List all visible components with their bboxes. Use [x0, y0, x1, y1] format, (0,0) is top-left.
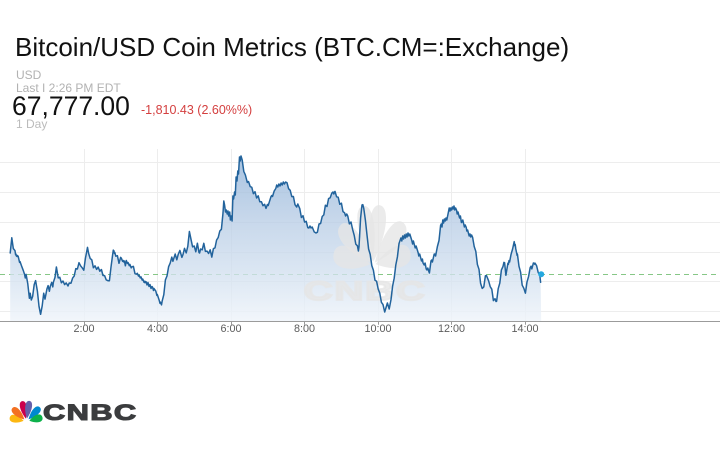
svg-text:8:00: 8:00: [294, 323, 315, 335]
svg-text:CNBC: CNBC: [304, 276, 427, 306]
svg-text:2:00: 2:00: [73, 323, 94, 335]
svg-text:6:00: 6:00: [220, 323, 241, 335]
svg-text:12:00: 12:00: [438, 323, 465, 335]
svg-text:4:00: 4:00: [147, 323, 168, 335]
svg-text:14:00: 14:00: [511, 323, 538, 335]
svg-text:10:00: 10:00: [364, 323, 391, 335]
